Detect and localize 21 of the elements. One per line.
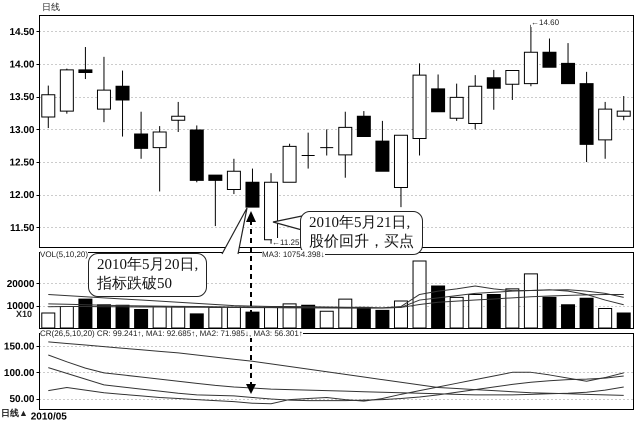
y-tick-label: 13.00 <box>9 124 35 136</box>
y-tick-label: 20000 <box>6 278 35 290</box>
text: X10 <box>16 309 32 319</box>
annotation: VOL(5,10,20) <box>40 250 88 259</box>
text: 日线▲ <box>1 407 28 420</box>
y-tick-label: 50.00 <box>9 394 35 406</box>
annotation: CR(26,5,10,20) CR: 99.241↑, MA1: 92.685↑, MA2: 71.985↓, MA3: 56.301↑ <box>40 329 303 338</box>
y-tick-label: 11.50 <box>10 222 35 234</box>
y-tick-label: 12.00 <box>9 190 35 202</box>
y-tick-label: 14.00 <box>9 60 35 71</box>
x-tick-label: 2010/05 <box>30 412 68 422</box>
annotation: ←11.25 <box>272 238 300 247</box>
y-tick-label: 12.50 <box>9 158 35 169</box>
y-tick-label: 14.50 <box>9 26 35 38</box>
annotation: MA3: 10754.398↓ <box>262 250 325 259</box>
y-tick-label: 13.50 <box>9 92 35 104</box>
annotation: 2010年5月20日, 指标跌破50 <box>88 253 208 297</box>
chart-title: 日线 <box>42 1 60 14</box>
annotation: ←14.60 <box>531 18 560 27</box>
y-tick-label: 150.00 <box>4 342 35 353</box>
y-tick-label: 100.00 <box>4 368 35 379</box>
